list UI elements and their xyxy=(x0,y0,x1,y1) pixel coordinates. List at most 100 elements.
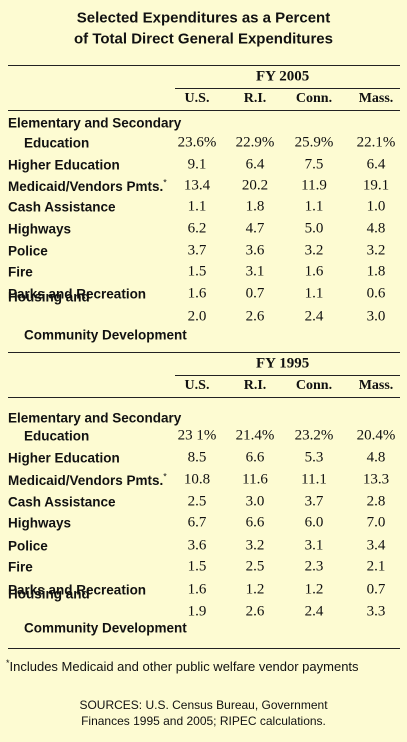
cell: 2.5 xyxy=(245,558,265,575)
cell: 0.7 xyxy=(366,581,386,598)
row-label: Higher Education xyxy=(8,450,120,466)
cell: 3.1 xyxy=(304,537,324,554)
cell: 7.0 xyxy=(366,514,386,531)
cell: 0.7 xyxy=(245,285,265,302)
column-header: Mass. xyxy=(358,91,394,106)
cell: 1.6 xyxy=(304,263,324,280)
row-label: Highways xyxy=(8,515,72,531)
cell: 3.0 xyxy=(366,308,386,325)
footnote-marker: * xyxy=(6,657,10,668)
row-label: Elementary and Secondary xyxy=(8,410,182,426)
rule xyxy=(8,648,400,649)
cell: 23 1% xyxy=(177,427,217,444)
rule xyxy=(175,375,400,376)
row-label: Cash Assistance xyxy=(8,494,116,510)
cell: 4.7 xyxy=(245,220,265,237)
cell: 23.2% xyxy=(294,427,334,444)
cell: 3.4 xyxy=(366,537,386,554)
cell: 1.2 xyxy=(245,581,265,598)
cell: 11.9 xyxy=(301,177,327,194)
column-header: U.S. xyxy=(184,378,210,393)
row-label: Elementary and Secondary xyxy=(8,115,182,131)
row-label: Housing and xyxy=(8,289,90,305)
cell: 3.6 xyxy=(187,537,207,554)
cell: 0.6 xyxy=(366,285,386,302)
cell: 3.7 xyxy=(304,493,324,510)
cell: 1.9 xyxy=(187,603,207,620)
cell: 23.6% xyxy=(177,134,217,151)
cell: 2.5 xyxy=(187,493,207,510)
column-header: R.I. xyxy=(243,378,267,393)
cell: 19.1 xyxy=(362,177,390,194)
cell: 2.8 xyxy=(366,493,386,510)
cell: 2.6 xyxy=(245,308,265,325)
column-header: R.I. xyxy=(243,91,267,106)
sources: Finances 1995 and 2005; RIPEC calculatio… xyxy=(81,714,326,728)
row-label: Parks and Recreation xyxy=(8,286,147,302)
row-label: Medicaid/Vendors Pmts.* xyxy=(8,471,167,488)
footnote-marker: * xyxy=(163,471,167,482)
cell: 1.5 xyxy=(187,558,207,575)
rule xyxy=(175,88,400,89)
row-label: Medicaid/Vendors Pmts.* xyxy=(8,177,167,194)
cell: 5.0 xyxy=(304,220,324,237)
cell: 2.0 xyxy=(187,308,207,325)
cell: 21.4% xyxy=(235,427,275,444)
cell: 7.5 xyxy=(304,156,324,173)
cell: 3.7 xyxy=(187,242,207,259)
cell: 6.4 xyxy=(245,156,265,173)
cell: 2.4 xyxy=(304,308,324,325)
footnote-marker: * xyxy=(163,177,167,188)
column-header: Conn. xyxy=(295,378,333,393)
column-header: U.S. xyxy=(184,91,210,106)
cell: 1.1 xyxy=(187,198,207,215)
rule xyxy=(8,110,400,111)
cell: 6.6 xyxy=(245,449,265,466)
row-label: Fire xyxy=(8,264,33,280)
row-label: Cash Assistance xyxy=(8,199,116,215)
cell: 1.6 xyxy=(187,285,207,302)
cell: 13.3 xyxy=(362,471,390,488)
cell: 2.1 xyxy=(366,558,386,575)
footnote-text: Includes Medicaid and other public welfa… xyxy=(9,659,359,675)
cell: 6.2 xyxy=(187,220,207,237)
cell: 6.6 xyxy=(245,514,265,531)
cell: 5.3 xyxy=(304,449,324,466)
cell: 20.2 xyxy=(241,177,269,194)
cell: 6.7 xyxy=(187,514,207,531)
cell: 1.8 xyxy=(245,198,265,215)
footnote: *Includes Medicaid and other public welf… xyxy=(6,657,359,675)
cell: 22.9% xyxy=(235,134,275,151)
row-label: Highways xyxy=(8,221,72,237)
column-header: Mass. xyxy=(358,378,394,393)
year-label: FY 2005 xyxy=(256,68,310,85)
row-label: Education xyxy=(24,135,90,151)
cell: 1.6 xyxy=(187,581,207,598)
cell: 11.6 xyxy=(242,471,268,488)
rule xyxy=(8,65,400,66)
cell: 8.5 xyxy=(187,449,207,466)
row-label: Higher Education xyxy=(8,157,120,173)
cell: 1.8 xyxy=(366,263,386,280)
row-label: Community Development xyxy=(24,327,187,343)
cell: 1.1 xyxy=(304,198,324,215)
cell: 6.4 xyxy=(366,156,386,173)
cell: 22.1% xyxy=(356,134,396,151)
row-label: Police xyxy=(8,243,48,259)
cell: 20.4% xyxy=(356,427,396,444)
cell: 1.1 xyxy=(304,285,324,302)
cell: 25.9% xyxy=(294,134,334,151)
rule xyxy=(8,397,400,398)
cell: 4.8 xyxy=(366,220,386,237)
row-label: Parks and Recreation xyxy=(8,582,147,598)
cell: 2.6 xyxy=(245,603,265,620)
row-label: Housing and xyxy=(8,586,90,602)
cell: 1.0 xyxy=(366,198,386,215)
cell: 3.6 xyxy=(245,242,265,259)
row-label: Community Development xyxy=(24,620,187,636)
row-label: Fire xyxy=(8,559,33,575)
cell: 10.8 xyxy=(183,471,211,488)
row-label: Police xyxy=(8,538,48,554)
cell: 2.3 xyxy=(304,558,324,575)
